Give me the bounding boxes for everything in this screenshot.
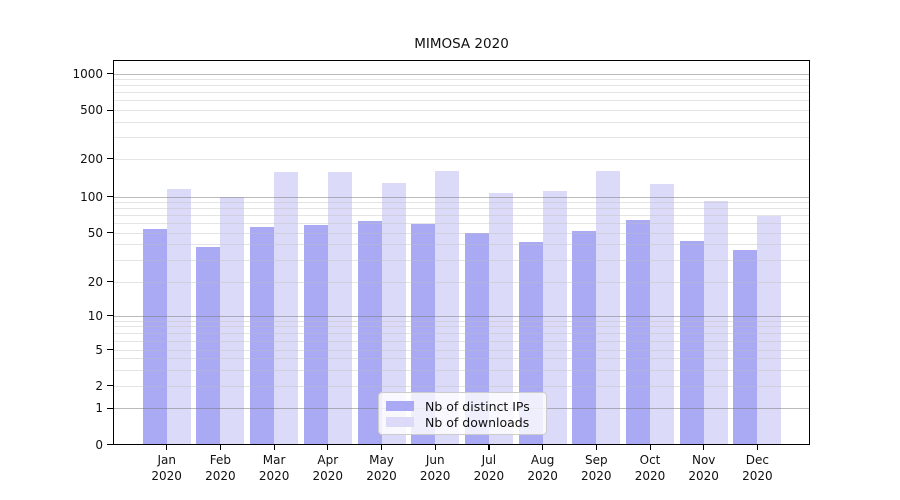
x-tick-label-may-2020: May 2020 <box>366 453 397 483</box>
minor-gridline-70 <box>113 215 810 217</box>
y-tick-mark-1000 <box>107 73 113 75</box>
legend: Nb of distinct IPs Nb of downloads <box>378 392 547 435</box>
x-tick-mark-nov-2020 <box>703 445 705 450</box>
x-tick-label-nov-2020: Nov 2020 <box>688 453 719 483</box>
minor-gridline-2 <box>113 385 810 387</box>
bar-nb-of-distinct-ips-nov-2020 <box>679 240 704 445</box>
minor-gridline-80 <box>113 208 810 210</box>
y-tick-mark-500 <box>107 109 113 111</box>
x-tick-label-sep-2020: Sep 2020 <box>581 453 612 483</box>
minor-gridline-500 <box>113 110 810 111</box>
x-tick-label-jun-2020: Jun 2020 <box>419 453 451 483</box>
x-tick-label-apr-2020: Apr 2020 <box>312 453 344 483</box>
y-tick-label-50: 50 <box>87 225 103 240</box>
legend-row-distinct-ips: Nb of distinct IPs <box>386 398 538 414</box>
y-tick-mark-50 <box>107 232 113 234</box>
minor-gridline-600 <box>113 100 810 102</box>
y-tick-label-200: 200 <box>80 151 103 166</box>
minor-gridline-700 <box>113 92 810 94</box>
minor-gridline-20 <box>113 281 810 283</box>
minor-gridline-400 <box>113 121 810 123</box>
x-tick-label-oct-2020: Oct 2020 <box>634 453 666 483</box>
y-tick-label-1000: 1000 <box>72 66 103 81</box>
x-tick-label-aug-2020: Aug 2020 <box>527 453 558 483</box>
bar-nb-of-distinct-ips-sep-2020 <box>572 231 597 445</box>
major-gridline-1000 <box>113 73 810 75</box>
bar-nb-of-downloads-jan-2020 <box>166 189 191 445</box>
major-gridline-100 <box>113 196 810 198</box>
y-tick-mark-100 <box>107 196 113 198</box>
x-tick-mark-oct-2020 <box>649 445 651 450</box>
minor-gridline-3 <box>113 369 810 371</box>
y-tick-mark-200 <box>107 158 113 160</box>
x-tick-mark-jun-2020 <box>434 445 436 450</box>
bar-nb-of-distinct-ips-dec-2020 <box>733 250 758 445</box>
y-tick-mark-20 <box>107 281 113 283</box>
y-tick-label-500: 500 <box>80 103 103 117</box>
x-tick-mark-mar-2020 <box>273 445 275 450</box>
minor-gridline-8 <box>113 326 810 328</box>
y-tick-mark-2 <box>107 385 113 387</box>
legend-patch-downloads <box>386 417 414 427</box>
x-tick-label-feb-2020: Feb 2020 <box>205 453 236 483</box>
bar-nb-of-distinct-ips-feb-2020 <box>196 247 221 445</box>
x-tick-label-dec-2020: Dec 2020 <box>742 453 773 483</box>
legend-label-downloads: Nb of downloads <box>425 414 530 430</box>
chart-title: MIMOSA 2020 <box>414 36 509 52</box>
x-tick-mark-feb-2020 <box>219 445 222 450</box>
bar-nb-of-downloads-apr-2020 <box>327 172 352 445</box>
bar-nb-of-downloads-dec-2020 <box>757 215 782 445</box>
minor-gridline-30 <box>113 259 810 261</box>
major-gridline-10 <box>113 315 810 317</box>
bar-nb-of-distinct-ips-oct-2020 <box>626 220 650 445</box>
legend-label-distinct-ips: Nb of distinct IPs <box>425 398 530 414</box>
minor-gridline-90 <box>113 201 810 203</box>
y-tick-label-1: 1 <box>95 401 103 415</box>
y-tick-label-2: 2 <box>95 378 103 393</box>
minor-gridline-200 <box>113 158 810 160</box>
minor-gridline-50 <box>113 232 810 234</box>
y-tick-mark-0 <box>107 444 113 446</box>
y-tick-label-100: 100 <box>80 189 103 204</box>
y-tick-mark-10 <box>107 315 113 317</box>
x-tick-mark-sep-2020 <box>595 445 597 450</box>
bar-nb-of-distinct-ips-may-2020 <box>357 221 382 445</box>
legend-row-downloads: Nb of downloads <box>386 414 538 430</box>
minor-gridline-5 <box>113 349 810 351</box>
y-tick-label-5: 5 <box>95 342 103 357</box>
bar-nb-of-downloads-nov-2020 <box>703 200 728 445</box>
minor-gridline-9 <box>113 320 810 322</box>
bar-nb-of-downloads-feb-2020 <box>220 196 245 445</box>
minor-gridline-300 <box>113 137 810 139</box>
minor-gridline-800 <box>113 85 810 87</box>
x-tick-mark-dec-2020 <box>756 445 759 450</box>
plot-area <box>113 60 810 445</box>
y-tick-label-0: 0 <box>95 437 103 452</box>
x-tick-mark-apr-2020 <box>327 445 329 450</box>
minor-gridline-4 <box>113 358 810 360</box>
bar-nb-of-downloads-oct-2020 <box>650 183 674 445</box>
bar-nb-of-distinct-ips-apr-2020 <box>303 224 328 445</box>
x-tick-mark-jan-2020 <box>166 445 168 450</box>
minor-gridline-900 <box>113 79 810 81</box>
bar-nb-of-downloads-sep-2020 <box>596 170 621 445</box>
x-tick-mark-may-2020 <box>381 445 383 450</box>
y-tick-mark-5 <box>107 349 113 351</box>
minor-gridline-6 <box>113 340 810 342</box>
minor-gridline-60 <box>113 223 810 225</box>
x-tick-label-jan-2020: Jan 2020 <box>151 453 182 483</box>
y-tick-mark-1 <box>107 407 113 409</box>
x-tick-label-mar-2020: Mar 2020 <box>258 453 290 483</box>
y-tick-label-20: 20 <box>87 274 103 289</box>
x-tick-label-jul-2020: Jul 2020 <box>473 453 505 483</box>
x-tick-mark-aug-2020 <box>542 445 544 450</box>
x-tick-mark-jul-2020 <box>488 445 490 450</box>
minor-gridline-40 <box>113 244 810 246</box>
legend-patch-distinct-ips <box>386 401 414 411</box>
y-tick-label-10: 10 <box>87 308 103 323</box>
minor-gridline-7 <box>113 332 810 334</box>
bar-nb-of-distinct-ips-jan-2020 <box>142 228 167 445</box>
bar-nb-of-downloads-mar-2020 <box>274 171 299 445</box>
